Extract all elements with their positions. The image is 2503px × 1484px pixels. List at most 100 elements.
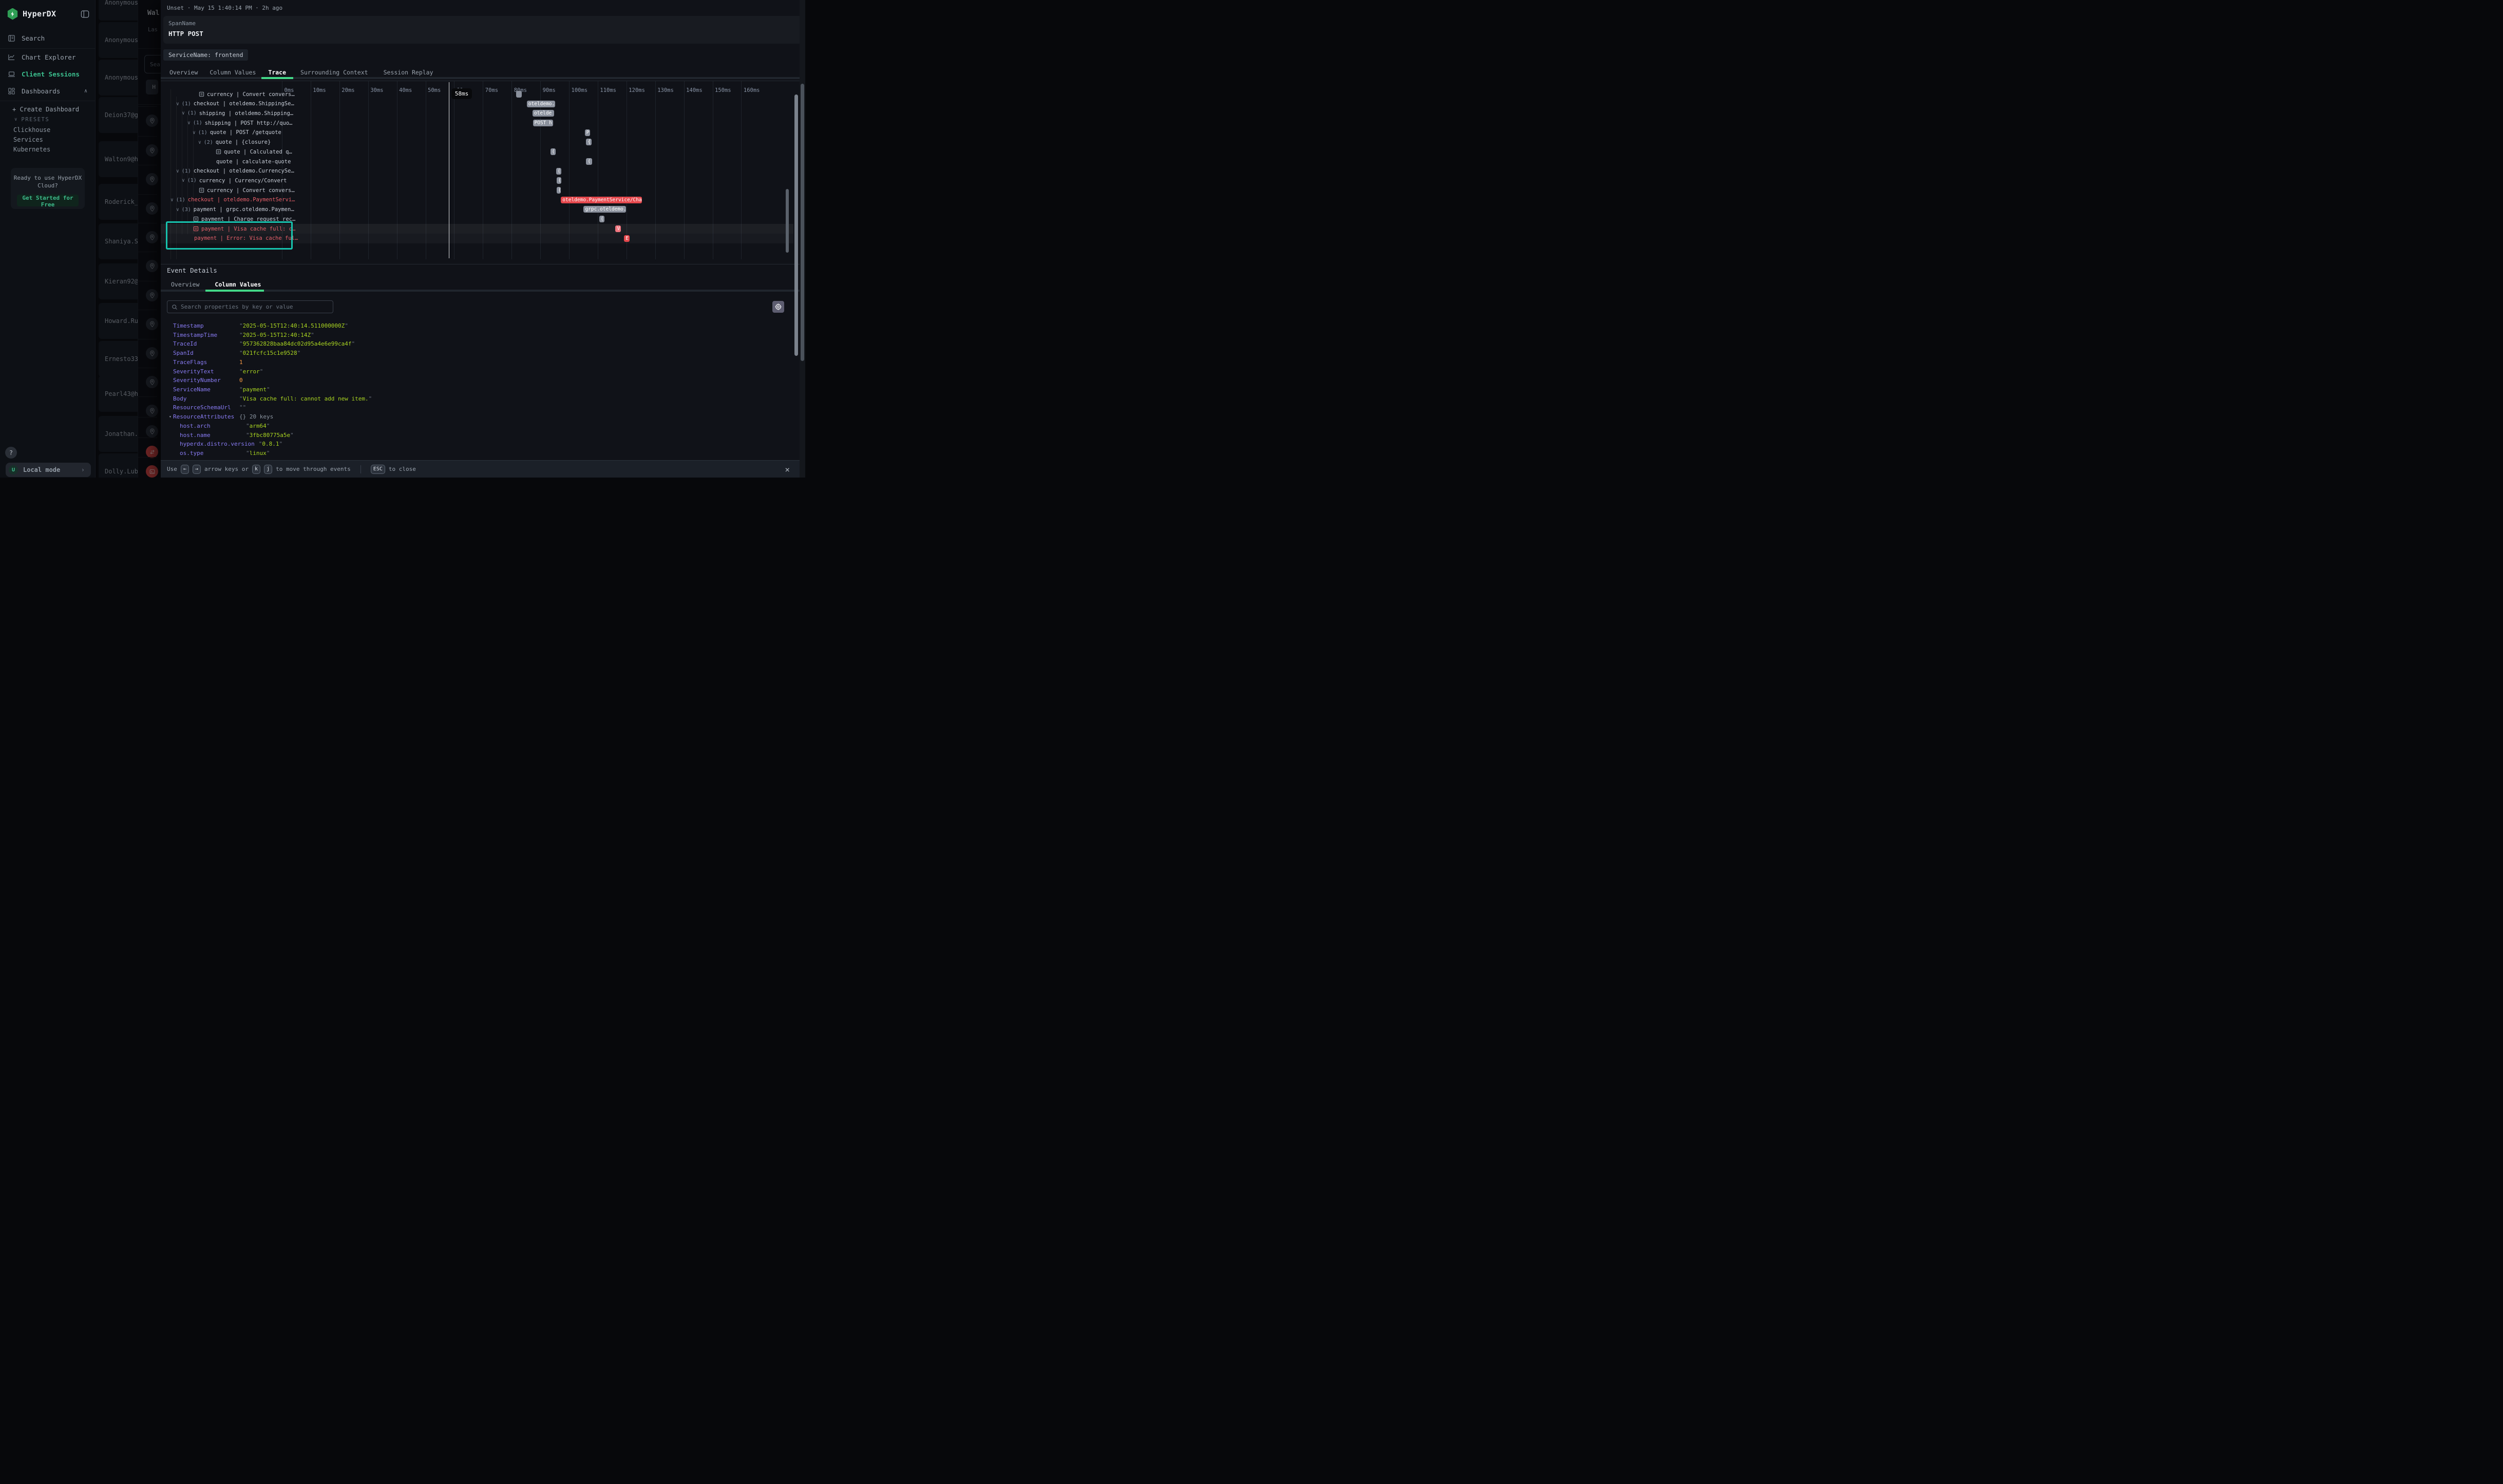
create-dashboard-button[interactable]: + Create Dashboard <box>12 106 80 113</box>
sidebar-item-chart-explorer[interactable]: Chart Explorer <box>0 51 96 63</box>
session-card[interactable]: Pearl43@ho <box>99 376 138 412</box>
sidebar-item-kubernetes[interactable]: Kubernetes <box>13 146 51 153</box>
chevron-down-icon[interactable]: ∨ <box>176 168 179 174</box>
trace-row[interactable]: payment | Error: Visa cache ful… <box>194 234 298 243</box>
local-mode-menu[interactable]: U Local mode › <box>6 463 91 477</box>
property-key[interactable]: host.name <box>180 431 211 439</box>
property-value[interactable]: 3fbc80775a5e <box>249 431 291 439</box>
chevron-down-icon[interactable]: ∨ <box>187 120 191 126</box>
properties-search-input[interactable] <box>181 303 329 310</box>
property-key[interactable]: os.type <box>180 450 204 457</box>
chevron-down-icon[interactable]: ∨ <box>176 206 179 213</box>
property-value[interactable]: payment <box>242 386 267 393</box>
chevron-down-icon[interactable]: ∨ <box>170 197 174 203</box>
property-key[interactable]: host.arch <box>180 422 211 429</box>
trace-span-bar[interactable]: grpc.oteldemo. <box>583 206 626 213</box>
modal-scrollbar-thumb[interactable] <box>794 94 798 356</box>
chevron-down-icon[interactable]: ∨ <box>193 129 196 136</box>
trace-span-bar[interactable]: ( <box>599 216 604 223</box>
scrollbar-thumb[interactable] <box>801 84 804 361</box>
trace-span-bar[interactable]: ( <box>556 167 561 175</box>
tab-trace[interactable]: Trace <box>268 69 287 76</box>
sidebar-item-dashboards[interactable]: Dashboards ∧ <box>0 85 96 97</box>
property-key[interactable]: ResourceAttributes <box>173 413 235 421</box>
esc-key[interactable]: ESC <box>370 464 385 474</box>
trace-span-bar[interactable]: ( <box>556 187 561 194</box>
left-arrow-key[interactable]: ← <box>180 464 189 474</box>
session-event-pin-icon[interactable] <box>146 289 158 301</box>
session-event-pin-icon[interactable] <box>146 115 158 127</box>
right-arrow-key[interactable]: → <box>192 464 201 474</box>
trace-row[interactable]: payment | Charge request rec… <box>193 214 295 224</box>
chevron-down-icon[interactable]: ∨ <box>182 178 185 184</box>
trace-scrollbar-thumb[interactable] <box>786 189 789 253</box>
tab-overview[interactable]: Overview <box>169 69 198 76</box>
event-details-tab-column-values[interactable]: Column Values <box>215 281 261 288</box>
session-event-terminal-icon[interactable] <box>146 465 158 478</box>
property-value[interactable]: linux <box>249 450 267 457</box>
session-event-pin-icon[interactable] <box>146 173 158 185</box>
chevron-down-icon[interactable]: ∨ <box>176 101 179 107</box>
chevron-down-icon[interactable]: ∨ <box>198 139 201 145</box>
property-key[interactable]: SeverityNumber <box>173 377 221 384</box>
trace-span-bar[interactable]: oteldemo.PaymentService/Char <box>561 196 642 203</box>
expand-caret-icon[interactable]: ▾ <box>169 414 172 420</box>
session-card[interactable]: Anonymous <box>99 22 138 58</box>
get-started-button[interactable]: Get Started for Free <box>17 195 79 208</box>
presets-toggle[interactable]: ∨ PRESETS <box>14 117 49 123</box>
session-card[interactable]: Anonymous <box>99 60 138 96</box>
time-range-button-fragment[interactable]: H <box>146 80 158 94</box>
session-event-pin-icon[interactable] <box>146 405 158 417</box>
session-card[interactable]: Howard.Rur <box>99 303 138 339</box>
property-key[interactable]: hyperdx.distro.version <box>180 441 255 448</box>
session-event-pin-icon[interactable] <box>146 318 158 330</box>
tab-scroll-track[interactable] <box>161 77 805 79</box>
session-event-pin-icon[interactable] <box>146 260 158 272</box>
trace-span-bar[interactable]: POST h <box>533 119 553 126</box>
trace-span-bar[interactable]: oteldemo. <box>526 100 555 107</box>
session-card[interactable]: Walton9@ho <box>99 141 138 177</box>
trace-span-bar[interactable] <box>516 90 522 98</box>
session-event-pin-icon[interactable] <box>146 376 158 388</box>
chevron-down-icon[interactable]: ∨ <box>182 110 185 117</box>
trace-span-bar[interactable]: ( <box>556 177 561 184</box>
session-event-pin-icon[interactable] <box>146 231 158 243</box>
property-value[interactable]: 0 <box>239 377 243 384</box>
session-card[interactable]: Shaniya.Sc <box>99 223 138 259</box>
session-search-input[interactable] <box>144 55 161 73</box>
properties-search[interactable] <box>167 300 333 313</box>
property-value[interactable]: 957362828baa84dc02d95a4e6e99ca4f <box>242 340 352 348</box>
trace-row[interactable]: ∨ (2) quote | {closure} <box>198 138 271 147</box>
property-value[interactable]: 021fcfc15c1e9528 <box>242 350 297 357</box>
property-key[interactable]: Timestamp <box>173 322 204 329</box>
property-value[interactable]: 0.8.1 <box>262 441 279 448</box>
sidebar-collapse-icon[interactable] <box>81 10 89 18</box>
property-key[interactable]: TraceId <box>173 340 197 348</box>
sidebar-item-clickhouse[interactable]: Clickhouse <box>13 126 51 134</box>
session-card[interactable]: Dolly.Lubo <box>99 453 138 478</box>
property-key[interactable]: ServiceName <box>173 386 211 393</box>
trace-row[interactable]: payment | Visa cache full: c… <box>193 224 295 234</box>
tab-scroll-track[interactable] <box>161 290 805 292</box>
sidebar-item-services[interactable]: Services <box>13 136 43 143</box>
session-card[interactable]: Deion37@gm <box>99 97 138 133</box>
help-button[interactable]: ? <box>5 447 17 459</box>
session-event-pin-icon[interactable] <box>146 202 158 215</box>
trace-row[interactable]: currency | Convert convers… <box>199 185 295 195</box>
sidebar-item-search[interactable]: Search <box>0 32 96 44</box>
session-card[interactable]: Ernesto33@ <box>99 341 138 377</box>
trace-span-bar[interactable]: E <box>624 235 630 242</box>
session-card[interactable]: Jonathan.B <box>99 416 138 452</box>
j-key[interactable]: j <box>264 464 273 474</box>
session-event-pin-icon[interactable] <box>146 425 158 437</box>
property-key[interactable]: Body <box>173 395 187 402</box>
close-icon[interactable]: × <box>785 465 790 474</box>
session-card[interactable]: Roderick_S <box>99 184 138 220</box>
property-key[interactable]: TraceFlags <box>173 358 207 366</box>
trace-row[interactable]: quote | calculate-quote <box>216 157 291 166</box>
session-event-pin-icon[interactable] <box>146 144 158 157</box>
property-key[interactable]: SpanId <box>173 350 194 357</box>
property-value[interactable]: error <box>242 368 260 375</box>
trace-span-bar[interactable]: P <box>584 129 591 136</box>
trace-row[interactable]: currency | Convert convers… <box>199 89 295 99</box>
